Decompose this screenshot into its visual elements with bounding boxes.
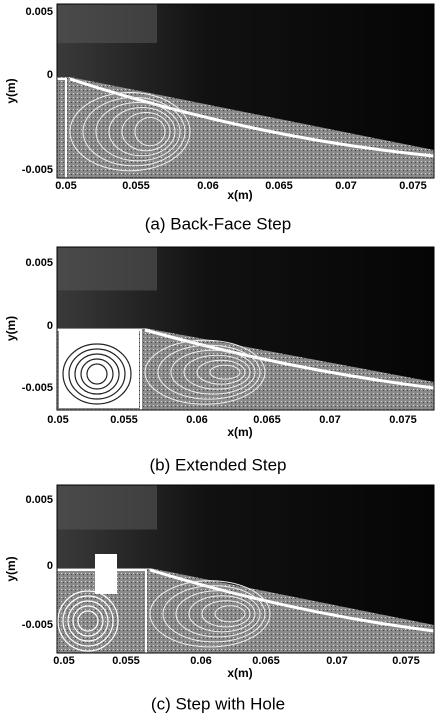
upper-region — [57, 485, 157, 530]
x-tick-label: 0.06 — [197, 180, 218, 192]
x-tick-label: 0.075 — [399, 180, 427, 192]
caption: (b) Extended Step — [149, 455, 286, 474]
vortex — [72, 605, 104, 637]
flow-plot — [56, 484, 435, 654]
streamline — [209, 364, 241, 380]
x-tick-label: 0.075 — [392, 655, 420, 667]
y-tick-label: 0 — [47, 560, 53, 572]
streamline — [162, 585, 266, 643]
upper-region — [57, 4, 157, 44]
x-axis-label: x(m) — [227, 425, 252, 439]
x-tick-label: 0.07 — [319, 414, 340, 426]
vortex — [62, 343, 132, 405]
flow-plot — [56, 246, 435, 411]
y-axis-label: y(m) — [4, 78, 18, 103]
vortex — [74, 353, 120, 395]
y-tick-label: 0.005 — [25, 6, 53, 18]
plot-frame — [56, 246, 435, 411]
x-tick-label: 0.07 — [335, 180, 356, 192]
streamline — [201, 600, 251, 628]
shear-layer — [69, 77, 435, 158]
streamline — [134, 117, 166, 147]
streamline — [183, 354, 251, 390]
x-tick-label: 0.07 — [326, 655, 347, 667]
vortex — [62, 595, 114, 647]
x-tick-label: 0.06 — [186, 414, 207, 426]
y-tick-label: -0.005 — [22, 164, 53, 176]
y-tick-label: -0.005 — [22, 619, 53, 631]
x-axis-label: x(m) — [227, 188, 252, 202]
vortex — [67, 600, 109, 642]
streamline — [69, 92, 191, 172]
shear-layer — [149, 568, 435, 633]
x-tick-label: 0.065 — [265, 180, 293, 192]
upper-region — [57, 247, 157, 291]
y-tick-label: 0 — [47, 320, 53, 332]
y-axis-label: y(m) — [4, 316, 18, 341]
x-tick-label: 0.055 — [112, 655, 140, 667]
streamline — [149, 580, 271, 648]
plot-frame — [56, 3, 435, 179]
streamline — [157, 344, 261, 400]
shear-layer — [144, 328, 435, 390]
streamline — [95, 102, 181, 162]
y-tick-label: 0 — [47, 69, 53, 81]
streamline — [108, 107, 176, 157]
wall — [57, 569, 147, 653]
x-tick-label: 0.05 — [47, 414, 68, 426]
vortex — [77, 610, 99, 632]
x-tick-label: 0.065 — [252, 655, 280, 667]
streamline — [170, 349, 256, 395]
streamline — [196, 359, 246, 385]
x-tick-label: 0.055 — [122, 180, 150, 192]
vortex — [57, 590, 119, 652]
x-tick-label: 0.055 — [110, 414, 138, 426]
vortex — [68, 348, 126, 400]
streamline — [175, 590, 261, 638]
streamline — [188, 595, 256, 633]
streamline — [144, 339, 266, 405]
vortex — [86, 363, 108, 385]
x-axis-label: x(m) — [227, 666, 252, 680]
caption: (a) Back-Face Step — [145, 214, 291, 233]
streamline — [82, 97, 186, 167]
x-tick-label: 0.05 — [55, 180, 76, 192]
streamline — [214, 605, 246, 623]
cavity — [59, 330, 139, 408]
wall — [57, 78, 67, 178]
x-tick-label: 0.065 — [253, 414, 281, 426]
plot-frame — [56, 484, 435, 654]
flow-plot — [56, 3, 435, 179]
x-tick-label: 0.075 — [389, 414, 417, 426]
hole — [95, 554, 117, 594]
streamline — [121, 112, 171, 152]
x-tick-label: 0.05 — [53, 655, 74, 667]
vortex — [80, 358, 114, 390]
y-axis-label: y(m) — [4, 556, 18, 581]
caption: (c) Step with Hole — [151, 694, 285, 713]
y-tick-label: 0.005 — [25, 494, 53, 506]
y-tick-label: -0.005 — [22, 382, 53, 394]
x-tick-label: 0.06 — [190, 655, 211, 667]
y-tick-label: 0.005 — [25, 257, 53, 269]
